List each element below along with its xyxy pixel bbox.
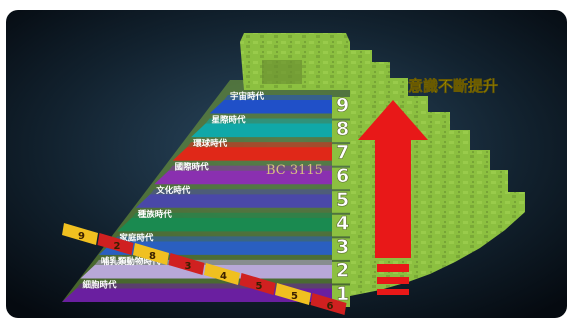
level-label: 環球時代 (193, 138, 228, 149)
level-label: 國際時代 (175, 162, 210, 173)
strip-number: 5 (256, 281, 263, 292)
strip-cell (62, 223, 98, 245)
strip-number: 5 (291, 291, 298, 302)
level-number-panel (332, 191, 350, 213)
strip-cell (204, 263, 240, 285)
level-5: 5 文化時代 (135, 185, 350, 213)
level-7: 7 環球時代 (172, 138, 350, 166)
arrow-head (358, 100, 428, 142)
level-number-panel (332, 214, 350, 237)
level-label: 細胞時代 (82, 279, 117, 290)
strip-number: 6 (327, 301, 334, 312)
level-6: 6 國際時代 (154, 162, 350, 190)
level-tread (205, 118, 332, 124)
level-band (209, 100, 332, 114)
strip-cell (97, 233, 134, 255)
level-label: 哺乳類動物時代 (101, 256, 161, 267)
level-number: 3 (336, 236, 349, 258)
level-tread (113, 236, 332, 242)
level-band (117, 217, 332, 232)
arrow-dash-1 (377, 264, 409, 272)
level-number: 2 (336, 259, 349, 281)
level-band (172, 147, 332, 161)
level-band (154, 170, 332, 185)
level-tread (150, 189, 332, 195)
bottom-number-strip: 9 2 8 3 4 5 5 6 (62, 223, 347, 315)
strip-cell (310, 293, 347, 315)
level-number-panel (332, 97, 350, 119)
level-8: 8 星際時代 (191, 115, 350, 143)
level-tread (131, 212, 332, 218)
level-4: 4 種族時代 (117, 209, 350, 237)
level-bands: 1 細胞時代 2 哺乳類動物時代 3 家庭時代 4 種族時代 5 文化時代 6 國際時代 7 環球時代 8 星… (62, 91, 350, 307)
level-tread (168, 165, 332, 171)
level-band (135, 194, 332, 208)
strip-number: 4 (220, 271, 227, 282)
arrow-dash-3 (377, 289, 409, 295)
level-9: 9 宇宙時代 (209, 91, 350, 119)
strip-number: 9 (78, 231, 85, 242)
level-label: 家庭時代 (119, 232, 154, 243)
level-number: 4 (336, 212, 349, 234)
heading: 意識不斷提升 (408, 77, 498, 95)
strip-cell (275, 283, 311, 305)
strip-cell (133, 243, 169, 265)
level-label: 種族時代 (138, 209, 173, 220)
level-number: 6 (336, 165, 349, 187)
arrow-dash-2 (377, 277, 409, 284)
level-number: 7 (336, 142, 349, 164)
strip-number: 2 (114, 241, 121, 252)
level-number-panel (332, 120, 350, 143)
level-number-panel (332, 261, 350, 284)
level-number-panel (332, 144, 350, 166)
level-number: 8 (336, 118, 349, 140)
level-label: 宇宙時代 (230, 91, 265, 102)
level-number: 1 (336, 283, 349, 305)
level-number: 9 (336, 95, 349, 117)
level-tread (224, 95, 332, 100)
level-number-panel (332, 167, 350, 190)
level-label: 文化時代 (156, 185, 191, 196)
temple-door (262, 60, 302, 84)
strip-cell (168, 253, 205, 275)
strip-number: 3 (185, 261, 192, 272)
level-tread (187, 142, 332, 148)
level-label: 星際時代 (212, 115, 247, 126)
rising-arrow (358, 100, 428, 295)
level-number: 5 (336, 189, 349, 211)
strip-number: 8 (149, 251, 156, 262)
level-number-panel (332, 238, 350, 260)
date-mark: BC 3115 (266, 163, 323, 178)
strip-cell (239, 273, 276, 295)
level-band (191, 123, 332, 138)
arrow-shaft (375, 140, 411, 258)
